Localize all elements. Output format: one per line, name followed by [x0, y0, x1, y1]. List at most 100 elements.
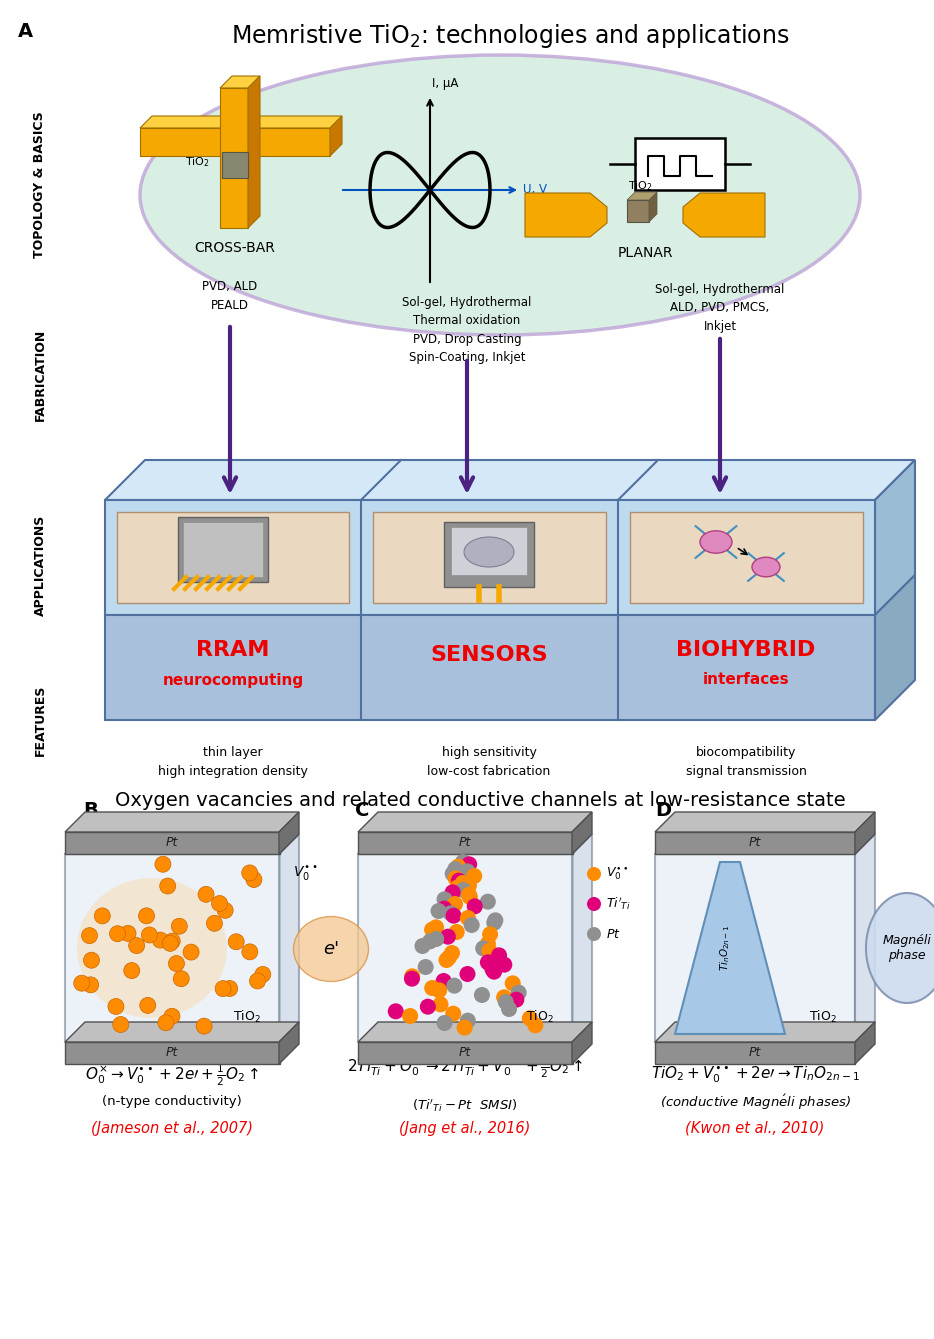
Text: $Ti_nO_{2n-1}$: $Ti_nO_{2n-1}$ [718, 925, 732, 971]
Bar [117, 511, 349, 603]
Circle shape [450, 858, 466, 874]
Text: biocompatibility
signal transmission: biocompatibility signal transmission [686, 746, 806, 778]
Circle shape [480, 893, 496, 909]
Text: (conductive $\mathit{Magn\'{e}li}$ phases): (conductive $\mathit{Magn\'{e}li}$ phase… [659, 1093, 851, 1111]
Bar [140, 129, 330, 157]
Text: Oxygen vacancies and related conductive channels at low-resistance state: Oxygen vacancies and related conductive … [115, 790, 845, 810]
Circle shape [455, 874, 471, 890]
Text: Pt: Pt [166, 1047, 178, 1059]
Polygon shape [572, 811, 592, 854]
Text: e': e' [323, 940, 339, 957]
Polygon shape [279, 1022, 299, 1065]
Circle shape [491, 947, 507, 963]
Circle shape [152, 932, 168, 948]
Circle shape [173, 971, 190, 987]
Circle shape [466, 868, 482, 884]
Circle shape [455, 854, 471, 870]
Circle shape [163, 936, 178, 951]
Circle shape [508, 992, 524, 1008]
Circle shape [155, 856, 171, 872]
Polygon shape [65, 811, 299, 832]
Text: I, μA: I, μA [432, 78, 459, 90]
Text: $(Ti'_{Ti}-Pt$  SMSI$)$: $(Ti'_{Ti}-Pt$ SMSI$)$ [412, 1098, 517, 1114]
Circle shape [440, 929, 456, 945]
Text: PLANAR: PLANAR [617, 246, 672, 260]
Polygon shape [279, 811, 299, 854]
Text: neurocomputing: neurocomputing [163, 672, 304, 687]
Polygon shape [683, 193, 765, 237]
Text: $Ti'_{Ti}$: $Ti'_{Ti}$ [606, 896, 630, 912]
Circle shape [218, 902, 234, 919]
Text: D: D [655, 801, 672, 819]
Text: Magnéli
phase: Magnéli phase [883, 935, 931, 961]
Polygon shape [358, 1022, 592, 1042]
Circle shape [138, 908, 154, 924]
Text: $TiO_2 + V_0^{\bullet\bullet} + 2e\prime \rightarrow Ti_nO_{2n-1}$: $TiO_2 + V_0^{\bullet\bullet} + 2e\prime… [650, 1065, 859, 1085]
Circle shape [587, 866, 601, 881]
Circle shape [487, 915, 502, 931]
Circle shape [444, 945, 460, 961]
Circle shape [120, 925, 136, 941]
Polygon shape [65, 834, 299, 854]
Bar [655, 854, 855, 1042]
Circle shape [212, 896, 228, 912]
Text: BIOHYBRID: BIOHYBRID [676, 640, 815, 660]
Circle shape [501, 1002, 517, 1018]
Text: (n-type conductivity): (n-type conductivity) [102, 1095, 242, 1109]
Circle shape [415, 939, 431, 953]
Bar [358, 832, 573, 854]
Circle shape [403, 1008, 418, 1024]
Circle shape [249, 973, 265, 990]
Circle shape [432, 996, 448, 1012]
Text: CROSS-BAR: CROSS-BAR [194, 241, 276, 254]
Polygon shape [855, 811, 875, 854]
Circle shape [140, 998, 156, 1014]
Text: interfaces: interfaces [702, 672, 789, 687]
Text: $Pt$: $Pt$ [606, 928, 621, 940]
Polygon shape [358, 834, 592, 854]
Bar [630, 511, 863, 603]
Circle shape [424, 980, 440, 996]
Polygon shape [140, 116, 342, 129]
Text: (Jameson et al., 2007): (Jameson et al., 2007) [91, 1121, 253, 1135]
Polygon shape [105, 461, 915, 499]
Circle shape [485, 961, 501, 977]
Circle shape [448, 924, 465, 940]
Circle shape [463, 917, 480, 933]
Circle shape [475, 940, 491, 956]
Polygon shape [525, 193, 607, 237]
Bar [451, 528, 527, 574]
Circle shape [404, 968, 420, 984]
Text: (Kwon et al., 2010): (Kwon et al., 2010) [686, 1121, 825, 1135]
Text: Sol-gel, Hydrothermal
ALD, PVD, PMCS,
Inkjet: Sol-gel, Hydrothermal ALD, PVD, PMCS, In… [656, 283, 785, 333]
Polygon shape [248, 76, 260, 228]
Circle shape [215, 980, 231, 996]
Text: APPLICATIONS: APPLICATIONS [34, 514, 47, 616]
Circle shape [164, 933, 180, 949]
Polygon shape [655, 834, 875, 854]
Polygon shape [855, 834, 875, 1042]
Polygon shape [655, 811, 875, 832]
Circle shape [460, 864, 475, 880]
Bar [373, 511, 606, 603]
Text: FABRICATION: FABRICATION [34, 329, 47, 422]
Circle shape [242, 865, 258, 881]
Circle shape [528, 1018, 544, 1034]
Circle shape [447, 896, 463, 912]
Text: TiO$_2$: TiO$_2$ [628, 179, 653, 193]
Circle shape [504, 975, 521, 991]
Circle shape [460, 1012, 475, 1028]
Circle shape [446, 908, 461, 924]
Text: A: A [18, 21, 33, 42]
Bar [220, 88, 248, 228]
Polygon shape [330, 116, 342, 157]
Bar [178, 517, 268, 582]
Circle shape [141, 927, 157, 943]
Bar [627, 200, 649, 222]
Bar [358, 854, 573, 1042]
Circle shape [388, 1003, 403, 1019]
Text: Pt: Pt [459, 837, 471, 849]
Bar [655, 1042, 855, 1065]
Text: TOPOLOGY & BASICS: TOPOLOGY & BASICS [34, 111, 47, 258]
Circle shape [461, 877, 477, 893]
